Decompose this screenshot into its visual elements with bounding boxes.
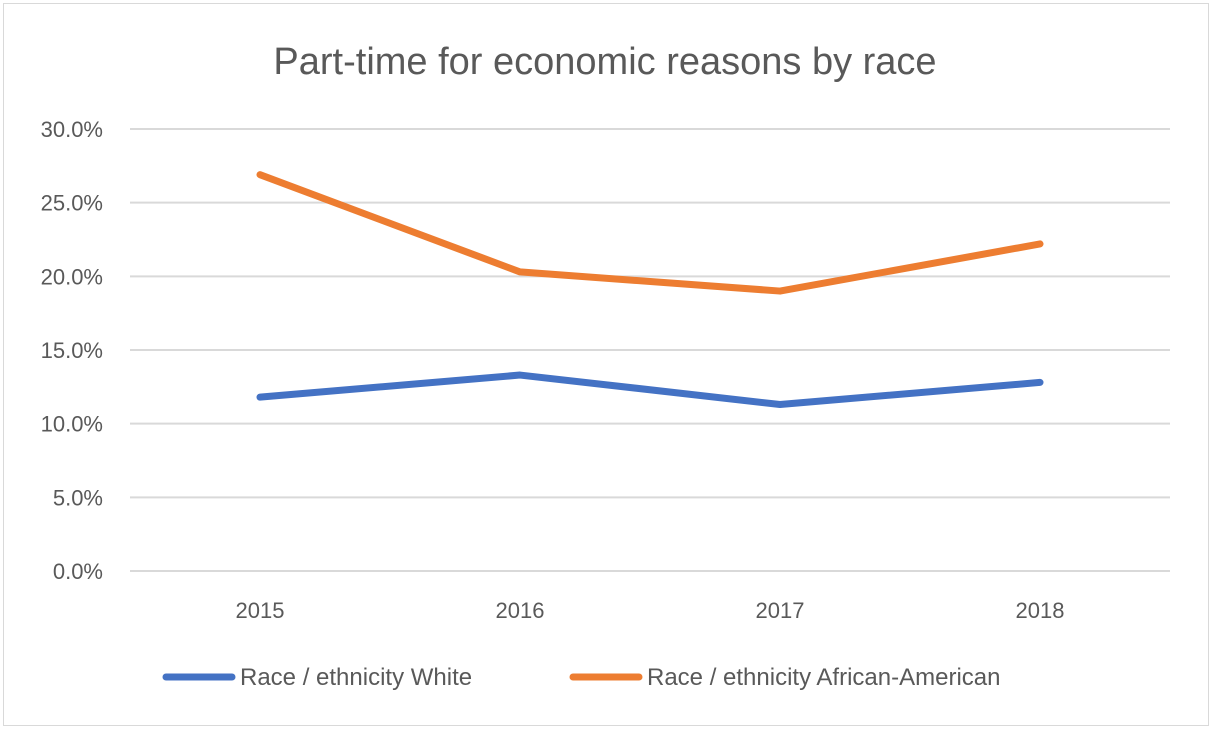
x-tick-label: 2016 xyxy=(496,598,545,623)
legend-label: Race / ethnicity African-American xyxy=(647,664,1000,691)
chart-title: Part-time for economic reasons by race xyxy=(273,41,936,83)
legend-label: Race / ethnicity White xyxy=(240,664,472,691)
y-tick-label: 25.0% xyxy=(41,191,103,216)
x-tick-label: 2017 xyxy=(756,598,805,623)
y-tick-label: 15.0% xyxy=(41,338,103,363)
y-tick-label: 30.0% xyxy=(41,117,103,142)
y-tick-label: 5.0% xyxy=(53,485,103,510)
chart-frame xyxy=(3,3,1209,726)
y-tick-label: 0.0% xyxy=(53,559,103,584)
series-line-1 xyxy=(256,171,1044,295)
x-tick-label: 2018 xyxy=(1016,598,1065,623)
x-tick-label: 2015 xyxy=(236,598,285,623)
y-tick-label: 10.0% xyxy=(41,412,103,437)
series-line-0 xyxy=(256,371,1044,409)
y-tick-label: 20.0% xyxy=(41,264,103,289)
